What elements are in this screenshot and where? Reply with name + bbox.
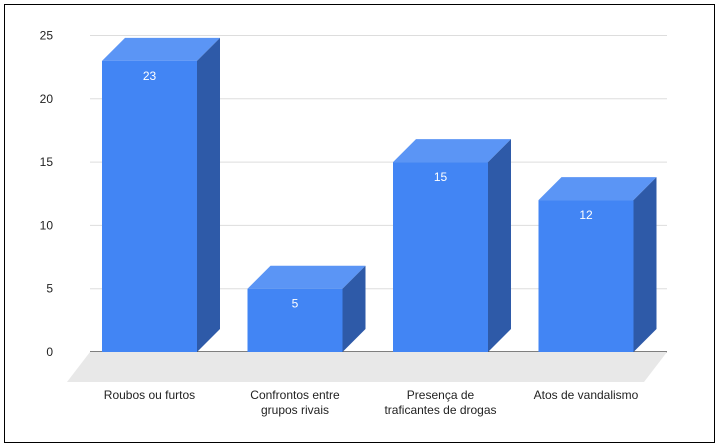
bar-side — [633, 177, 657, 352]
bar-1: 23 — [102, 37, 220, 352]
bar-2: 5 — [247, 265, 366, 352]
bar-side — [342, 265, 366, 352]
bar-side — [197, 37, 220, 352]
bar-front — [538, 200, 634, 352]
x-category-label: Roubos ou furtos — [104, 388, 195, 402]
bar-top — [538, 177, 657, 201]
x-axis-labels: Roubos ou furtos Confrontos entre grupos r… — [104, 388, 639, 417]
data-label: 5 — [292, 297, 299, 311]
x-category-label: Atos de vandalismo — [534, 388, 639, 402]
bar-3: 15 — [393, 139, 511, 352]
chart-floor — [67, 352, 667, 382]
data-label: 23 — [143, 69, 157, 83]
y-axis-ticks: 0 5 10 15 20 25 — [40, 29, 54, 360]
y-tick-label: 20 — [40, 92, 54, 106]
y-tick-label: 10 — [40, 218, 54, 232]
x-category-label: Presença de traficantes de drogas — [384, 388, 496, 417]
bar-chart: 0 5 10 15 20 25 23 5 15 12 Roubos ou furtos Confr… — [40, 29, 667, 417]
bar-front — [393, 162, 488, 352]
data-label: 12 — [579, 208, 593, 222]
bar-4: 12 — [538, 177, 657, 352]
bar-top — [247, 265, 366, 289]
bar-front — [247, 288, 343, 352]
data-label: 15 — [434, 170, 448, 184]
bar-front — [102, 60, 197, 352]
y-tick-label: 25 — [40, 29, 54, 43]
y-tick-label: 0 — [46, 345, 53, 359]
chart-frame: 0 5 10 15 20 25 23 5 15 12 Roubos ou furtos Confr… — [4, 4, 715, 443]
floor-plane — [67, 352, 667, 382]
y-tick-label: 15 — [40, 155, 54, 169]
bar-side — [488, 139, 511, 352]
bars: 23 5 15 12 — [102, 37, 657, 352]
x-category-label: Confrontos entre grupos rivais — [250, 388, 340, 417]
bar-top — [393, 139, 511, 163]
y-tick-label: 5 — [46, 282, 53, 296]
bar-top — [102, 37, 220, 61]
